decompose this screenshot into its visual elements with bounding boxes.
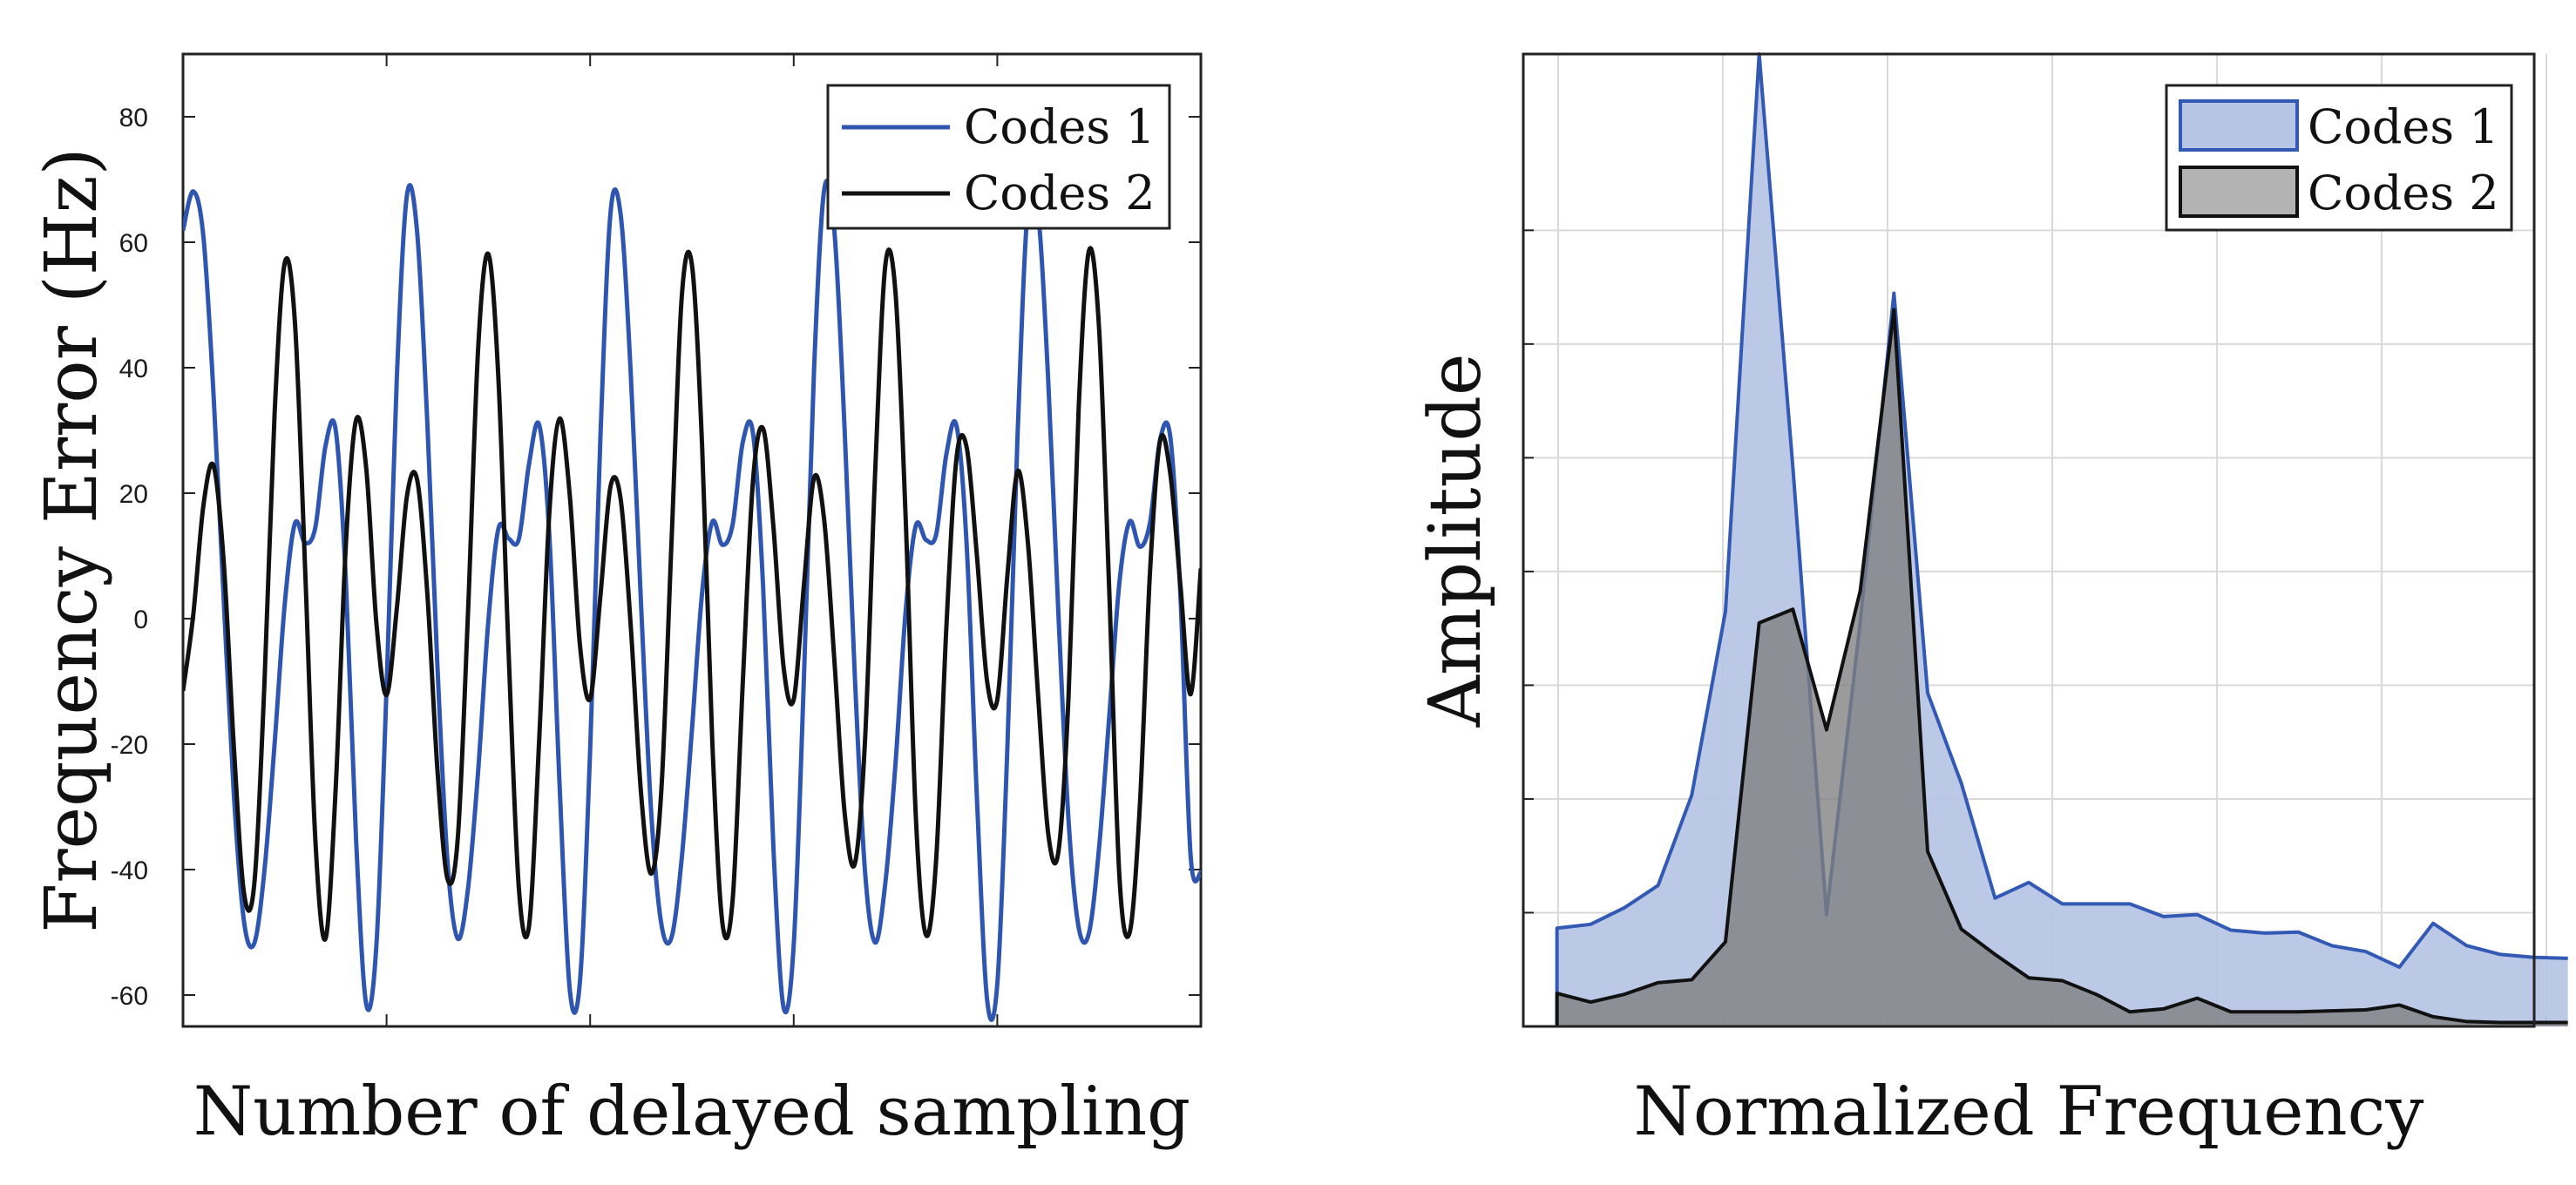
left-x-axis-title: Number of delayed sampling	[193, 1073, 1190, 1151]
right-series-outline-1	[1555, 52, 2568, 1026]
right-legend-label-codes-1: Codes 1	[2308, 99, 2499, 154]
left-legend-box	[826, 84, 1171, 230]
left-legend-label-codes-1: Codes 1	[964, 99, 1156, 154]
right-legend-swatch-codes-1	[2179, 99, 2299, 152]
right-plot-frame-top	[1522, 52, 2536, 1028]
right-y-axis-title: Amplitude	[1414, 354, 1497, 728]
left-y-tick-label: 80	[119, 104, 148, 132]
left-y-ticks: -60 -40 -20 0 20 40 60 80	[111, 104, 1201, 1011]
left-x-ticks	[385, 54, 999, 1026]
right-legend-label-codes-2: Codes 2	[2308, 166, 2499, 220]
left-y-tick-label: -60	[111, 982, 148, 1011]
left-y-tick-label: 40	[119, 355, 148, 383]
left-y-tick-label: 20	[119, 480, 148, 509]
right-series-outline-2	[1555, 308, 2568, 1026]
right-area-chart: Amplitude Normalized Frequency Codes 1 C…	[1414, 52, 2568, 1151]
left-y-tick-label: 0	[133, 606, 148, 634]
left-y-tick-label: -20	[111, 731, 148, 760]
left-legend-label-codes-2: Codes 2	[964, 166, 1156, 220]
left-y-tick-label: 60	[119, 229, 148, 258]
right-legend-swatch-codes-2	[2179, 166, 2299, 218]
left-series-line-2	[183, 246, 1201, 942]
right-series-areas	[1555, 52, 2568, 1026]
left-legend: Codes 1 Codes 2	[826, 84, 1171, 230]
left-y-tick-label: -40	[111, 857, 148, 885]
left-series-lines	[183, 178, 1201, 1022]
right-series-area-2	[1556, 309, 2568, 1026]
left-y-axis-title: Frequency Error (Hz)	[31, 147, 113, 932]
right-x-axis-title: Normalized Frequency	[1634, 1073, 2424, 1151]
left-series-line-1	[183, 178, 1201, 1022]
right-legend: Codes 1 Codes 2	[2165, 84, 2513, 232]
